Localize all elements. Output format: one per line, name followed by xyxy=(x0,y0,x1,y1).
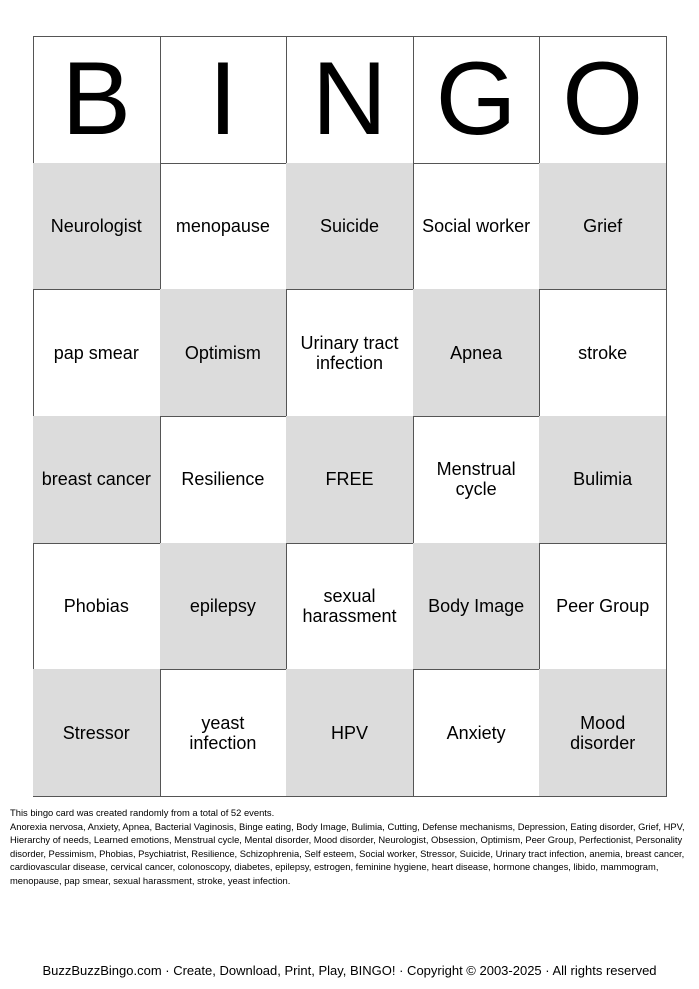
bingo-cell: Mood disorder xyxy=(539,669,667,797)
cell-text: harassment xyxy=(302,605,397,626)
bingo-cell: menopause xyxy=(159,162,288,291)
bingo-cell: epilepsy xyxy=(159,542,288,671)
bingo-cell: HPV xyxy=(286,669,414,797)
header-letter: N xyxy=(311,41,388,158)
bingo-cell: Grief xyxy=(539,162,667,291)
bingo-cell: Urinary tract infection xyxy=(286,289,414,417)
bingo-cell: Suicide xyxy=(286,162,414,291)
credit-line: BuzzBuzzBingo.com · Create, Download, Pr… xyxy=(42,963,657,978)
cell-text: Menstrual xyxy=(436,459,516,480)
cell-text: stroke xyxy=(578,342,628,363)
cell-text: Urinary tract xyxy=(300,332,399,353)
cell-text: FREE xyxy=(325,469,374,490)
bingo-cell: Apnea xyxy=(412,289,541,417)
cell-text: Resilience xyxy=(181,469,265,490)
header-cell: O xyxy=(539,36,667,164)
cell-text: menopause xyxy=(175,215,270,236)
cell-text: epilepsy xyxy=(189,595,256,616)
header-letter: I xyxy=(208,41,238,158)
cell-text: infection xyxy=(189,732,257,753)
cell-text: Stressor xyxy=(62,722,130,743)
bingo-cell: Body Image xyxy=(412,542,541,671)
header-letter: O xyxy=(562,41,644,158)
cell-text: breast cancer xyxy=(41,469,151,490)
header-cell: I xyxy=(159,36,288,164)
header-cell: N xyxy=(286,36,414,164)
bingo-cell: Menstrual cycle xyxy=(412,416,541,544)
bingo-cell: Social worker xyxy=(412,162,541,291)
cell-text: Optimism xyxy=(184,342,261,363)
bingo-cell: yeast infection xyxy=(159,669,288,797)
cell-text: Suicide xyxy=(319,215,379,236)
header-letter: B xyxy=(61,41,131,158)
cell-text: Bulimia xyxy=(573,469,633,490)
cell-text: Peer Group xyxy=(556,595,650,616)
cell-text: disorder xyxy=(570,732,636,753)
header-cell: B xyxy=(33,36,161,164)
cell-text: Grief xyxy=(583,215,623,236)
bingo-cell: Phobias xyxy=(33,542,161,671)
cell-text: cycle xyxy=(455,479,497,500)
bingo-cell: sexual harassment xyxy=(286,542,414,671)
header-cell: G xyxy=(412,36,541,164)
cell-text: Phobias xyxy=(63,595,129,616)
cell-text: Mood xyxy=(580,712,626,733)
bingo-cell: breast cancer xyxy=(33,416,161,544)
bingo-cell: Resilience xyxy=(159,416,288,544)
cell-text: pap smear xyxy=(53,342,139,363)
cell-text: sexual xyxy=(323,585,376,606)
footer-note: This bingo card was created randomly fro… xyxy=(10,806,686,888)
bingo-cell: Anxiety xyxy=(412,669,541,797)
cell-text: Anxiety xyxy=(446,722,506,743)
cell-text: yeast xyxy=(201,712,245,733)
bingo-cell: Optimism xyxy=(159,289,288,417)
cell-text: Apnea xyxy=(450,342,503,363)
bingo-cell: Neurologist xyxy=(33,162,161,291)
bingo-cell: Bulimia xyxy=(539,416,667,544)
cell-text: infection xyxy=(315,352,383,373)
bingo-cell: Peer Group xyxy=(539,542,667,671)
bingo-cell: FREE xyxy=(286,416,414,544)
cell-text: Neurologist xyxy=(50,215,142,236)
header-letter: G xyxy=(435,41,517,158)
cell-text: HPV xyxy=(330,722,368,743)
bingo-card: B I N G O Neurologist menopause Suicide Social w… xyxy=(33,36,667,797)
note-line: This bingo card was created randomly fro… xyxy=(10,807,275,818)
bingo-cell: pap smear xyxy=(33,289,161,417)
cell-text: Body Image xyxy=(428,595,525,616)
cell-text: Social worker xyxy=(422,215,531,236)
bingo-cell: Stressor xyxy=(33,669,161,797)
bingo-cell: stroke xyxy=(539,289,667,417)
event-list: Anorexia nervosa, Anxiety, Apnea, Bacter… xyxy=(10,820,685,886)
